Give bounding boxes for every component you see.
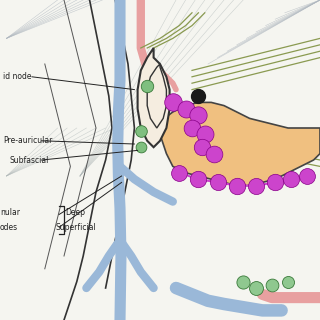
Text: Superficial: Superficial <box>56 223 97 232</box>
Text: odes: odes <box>0 223 18 232</box>
Polygon shape <box>160 102 320 186</box>
Point <box>170 100 175 105</box>
Point <box>183 106 188 111</box>
Point <box>285 279 291 284</box>
Point <box>145 84 150 89</box>
Point <box>253 285 259 291</box>
Text: id node: id node <box>3 72 32 81</box>
Point <box>273 180 278 185</box>
Polygon shape <box>138 48 170 147</box>
Point <box>138 145 143 150</box>
Text: nular: nular <box>0 208 20 217</box>
Text: Pre-auricular: Pre-auricular <box>3 136 52 145</box>
Point <box>199 145 204 150</box>
Point <box>196 113 201 118</box>
Point <box>196 93 201 99</box>
Point <box>138 129 143 134</box>
Point <box>241 279 246 284</box>
Point <box>196 177 201 182</box>
Point <box>202 132 207 137</box>
Point <box>234 183 239 188</box>
Text: Deep: Deep <box>66 208 86 217</box>
Point <box>305 173 310 179</box>
Point <box>289 177 294 182</box>
Point <box>212 151 217 156</box>
Point <box>253 183 259 188</box>
Point <box>177 170 182 175</box>
Point <box>269 282 275 287</box>
Point <box>215 180 220 185</box>
Point <box>189 125 195 131</box>
Text: Subfascial: Subfascial <box>10 156 49 164</box>
